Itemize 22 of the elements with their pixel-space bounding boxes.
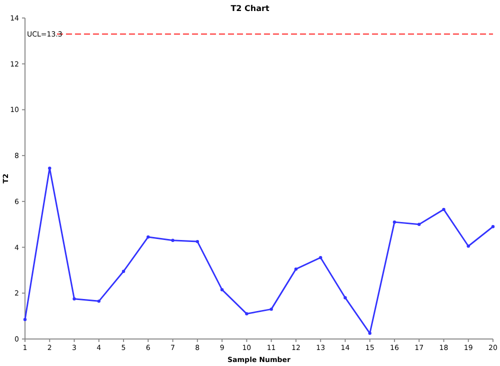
point — [442, 208, 446, 212]
point — [368, 332, 372, 335]
point — [418, 222, 421, 226]
point — [72, 297, 76, 300]
point — [245, 312, 248, 316]
point — [270, 308, 273, 311]
point — [294, 267, 298, 271]
point — [146, 235, 150, 239]
point — [196, 240, 200, 244]
point — [122, 270, 126, 273]
point — [23, 318, 27, 322]
point — [220, 288, 224, 292]
line-series — [23, 166, 495, 335]
point — [318, 256, 322, 260]
point — [171, 238, 174, 242]
chart-title: T2 Chart — [230, 4, 270, 13]
point — [97, 300, 100, 303]
point — [48, 166, 52, 170]
point — [392, 220, 396, 224]
point — [466, 244, 470, 248]
point — [344, 296, 347, 300]
point — [491, 225, 495, 228]
